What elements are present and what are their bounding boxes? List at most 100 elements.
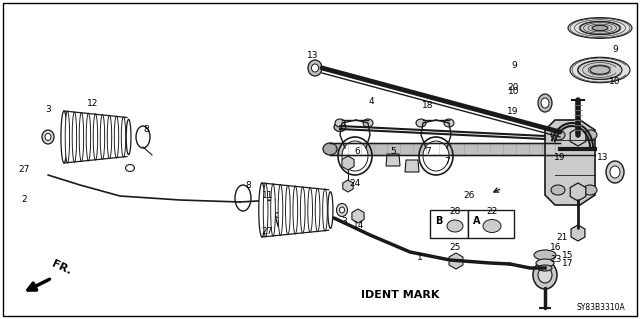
Ellipse shape (271, 184, 275, 236)
Ellipse shape (323, 143, 337, 155)
Text: 3: 3 (45, 106, 51, 115)
Ellipse shape (551, 185, 565, 195)
Ellipse shape (416, 119, 426, 127)
Ellipse shape (444, 119, 454, 127)
Ellipse shape (592, 26, 608, 31)
Ellipse shape (568, 18, 632, 38)
Ellipse shape (122, 117, 125, 157)
Ellipse shape (580, 21, 620, 34)
Ellipse shape (61, 111, 67, 163)
Polygon shape (545, 120, 595, 205)
Text: 18: 18 (422, 100, 434, 109)
Ellipse shape (308, 188, 312, 233)
Ellipse shape (590, 66, 610, 74)
Text: 26: 26 (463, 190, 475, 199)
Ellipse shape (65, 111, 70, 163)
Text: SY83B3310A: SY83B3310A (576, 303, 625, 313)
Text: FR.: FR. (50, 258, 73, 276)
Ellipse shape (447, 220, 463, 232)
Ellipse shape (541, 98, 549, 108)
Ellipse shape (551, 130, 565, 140)
Text: 27: 27 (19, 165, 29, 174)
Ellipse shape (45, 133, 51, 140)
Ellipse shape (93, 114, 98, 160)
Text: 19: 19 (554, 152, 566, 161)
Polygon shape (386, 154, 400, 166)
Ellipse shape (339, 207, 344, 213)
Text: 12: 12 (87, 99, 99, 108)
Ellipse shape (86, 113, 91, 161)
Ellipse shape (534, 250, 556, 260)
Text: IDENT MARK: IDENT MARK (361, 290, 439, 300)
Text: 8: 8 (245, 181, 251, 189)
Text: 19: 19 (508, 108, 519, 116)
Ellipse shape (533, 261, 557, 289)
Ellipse shape (606, 161, 624, 183)
Ellipse shape (538, 94, 552, 112)
Ellipse shape (536, 259, 554, 267)
Text: 21: 21 (556, 233, 568, 241)
Ellipse shape (100, 115, 105, 160)
Text: 24: 24 (349, 179, 360, 188)
Ellipse shape (483, 219, 501, 233)
Text: 16: 16 (550, 242, 562, 251)
Text: 4: 4 (368, 97, 374, 106)
Ellipse shape (578, 61, 622, 79)
Ellipse shape (293, 186, 298, 234)
Ellipse shape (337, 204, 348, 217)
Text: 17: 17 (563, 259, 573, 269)
Text: 11: 11 (262, 190, 274, 199)
Ellipse shape (538, 265, 552, 271)
Ellipse shape (610, 166, 620, 178)
Ellipse shape (79, 112, 84, 161)
Text: 10: 10 (508, 87, 520, 97)
Text: 14: 14 (353, 221, 365, 231)
Bar (330, 143, 560, 155)
Text: 13: 13 (597, 153, 609, 162)
Text: A: A (473, 216, 481, 226)
Text: 15: 15 (563, 250, 573, 259)
Ellipse shape (278, 184, 283, 235)
Text: 7: 7 (444, 158, 450, 167)
Ellipse shape (263, 183, 268, 237)
Text: 5: 5 (390, 146, 396, 155)
Ellipse shape (108, 115, 112, 159)
Ellipse shape (259, 183, 265, 237)
Ellipse shape (312, 64, 319, 72)
Ellipse shape (423, 141, 449, 171)
Ellipse shape (126, 119, 131, 155)
Ellipse shape (583, 130, 597, 140)
Text: 3: 3 (341, 218, 347, 226)
Ellipse shape (323, 189, 327, 231)
Text: 13: 13 (307, 50, 319, 60)
Text: 20: 20 (508, 84, 518, 93)
Ellipse shape (285, 185, 290, 235)
Ellipse shape (300, 187, 305, 233)
Bar (430, 210, 468, 238)
Ellipse shape (342, 141, 368, 171)
Ellipse shape (538, 267, 552, 283)
Text: 25: 25 (449, 243, 461, 253)
Text: 9: 9 (511, 61, 517, 70)
Text: 28: 28 (449, 207, 461, 217)
Text: 8: 8 (143, 125, 149, 135)
Text: 9: 9 (612, 46, 618, 55)
Ellipse shape (335, 119, 345, 127)
Text: 22: 22 (486, 207, 498, 217)
Ellipse shape (316, 188, 320, 232)
Bar (468, 210, 514, 238)
Text: 2: 2 (21, 196, 27, 204)
Ellipse shape (363, 119, 373, 127)
Text: 10: 10 (609, 78, 621, 86)
Ellipse shape (308, 60, 322, 76)
Ellipse shape (115, 116, 118, 158)
Text: 27: 27 (261, 227, 273, 236)
Text: 6: 6 (354, 146, 360, 155)
Ellipse shape (334, 122, 346, 131)
Ellipse shape (570, 57, 630, 83)
Polygon shape (405, 160, 419, 172)
Text: B: B (435, 216, 442, 226)
Ellipse shape (72, 112, 77, 162)
Ellipse shape (583, 185, 597, 195)
Text: 7: 7 (425, 147, 431, 157)
